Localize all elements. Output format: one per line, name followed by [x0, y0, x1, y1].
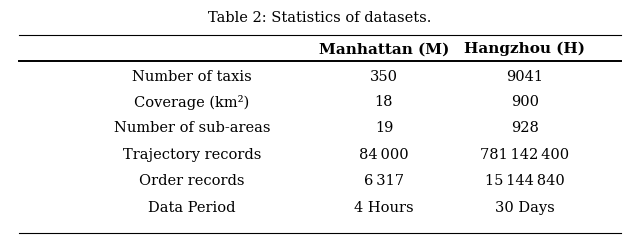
Text: 18: 18: [375, 95, 393, 109]
Text: 4 Hours: 4 Hours: [354, 201, 414, 215]
Text: 350: 350: [370, 70, 398, 84]
Text: Manhattan (M): Manhattan (M): [319, 42, 449, 56]
Text: Number of sub-areas: Number of sub-areas: [114, 121, 270, 135]
Text: Order records: Order records: [140, 174, 244, 188]
Text: 6 317: 6 317: [364, 174, 404, 188]
Text: 19: 19: [375, 121, 393, 135]
Text: 781 142 400: 781 142 400: [480, 148, 570, 162]
Text: Number of taxis: Number of taxis: [132, 70, 252, 84]
Text: 84 000: 84 000: [359, 148, 409, 162]
Text: 30 Days: 30 Days: [495, 201, 555, 215]
Text: Hangzhou (H): Hangzhou (H): [464, 42, 586, 56]
Text: 928: 928: [511, 121, 539, 135]
Text: 15 144 840: 15 144 840: [485, 174, 564, 188]
Text: 9041: 9041: [506, 70, 543, 84]
Text: 900: 900: [511, 95, 539, 109]
Text: Data Period: Data Period: [148, 201, 236, 215]
Text: Coverage (km²): Coverage (km²): [134, 95, 250, 109]
Text: Table 2: Statistics of datasets.: Table 2: Statistics of datasets.: [208, 11, 432, 25]
Text: Trajectory records: Trajectory records: [123, 148, 261, 162]
